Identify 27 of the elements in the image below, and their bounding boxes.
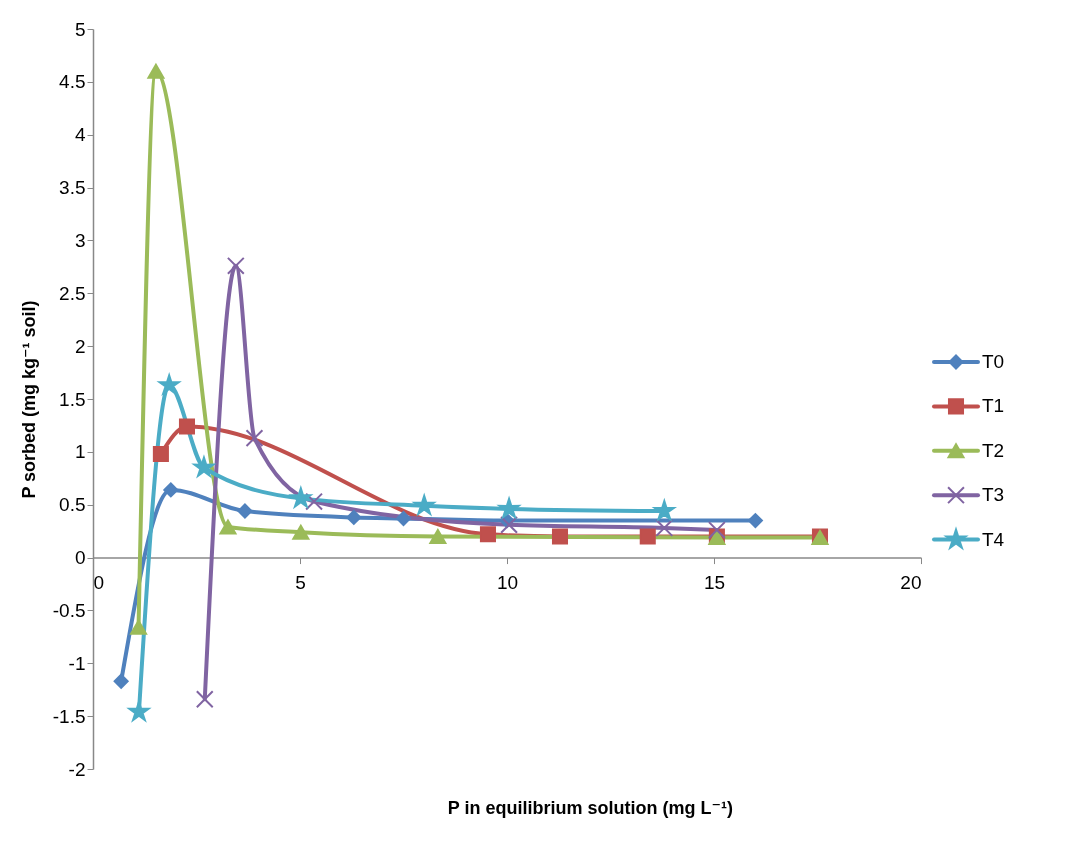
- legend-label: T4: [982, 528, 1005, 550]
- x-tick-label: 15: [703, 572, 726, 594]
- y-tick-label: 3: [74, 229, 86, 251]
- x-tick-label: 10: [496, 572, 519, 594]
- y-tick-label: 2.5: [59, 282, 86, 304]
- y-tick-label: 3.5: [59, 177, 86, 199]
- x-tick-label: 5: [295, 572, 306, 594]
- y-tick-label: 0.5: [59, 494, 86, 516]
- y-tick-label: -2: [68, 758, 86, 780]
- y-tick-label: 4: [74, 124, 86, 146]
- y-tick-label: -1: [68, 652, 86, 674]
- y-tick-label: -1.5: [52, 705, 86, 727]
- y-tick-label: 4.5: [59, 71, 86, 93]
- y-tick-label: 1.5: [59, 388, 86, 410]
- y-tick-label: 5: [74, 18, 86, 40]
- legend-label: T2: [982, 439, 1005, 461]
- x-tick-label: 20: [900, 572, 922, 594]
- y-axis-title: P sorbed (mg kg⁻¹ soil): [18, 300, 39, 499]
- legend-label: T3: [982, 484, 1005, 506]
- y-tick-label: 0: [74, 547, 86, 569]
- legend-label: T0: [982, 351, 1005, 372]
- x-axis-title: P in equilibrium solution (mg L⁻¹): [447, 797, 733, 818]
- y-tick-label: -0.5: [52, 599, 86, 621]
- legend-label: T1: [982, 395, 1005, 417]
- y-tick-label: 1: [74, 441, 86, 463]
- x-tick-label: 0: [93, 572, 105, 594]
- y-tick-label: 2: [74, 335, 86, 357]
